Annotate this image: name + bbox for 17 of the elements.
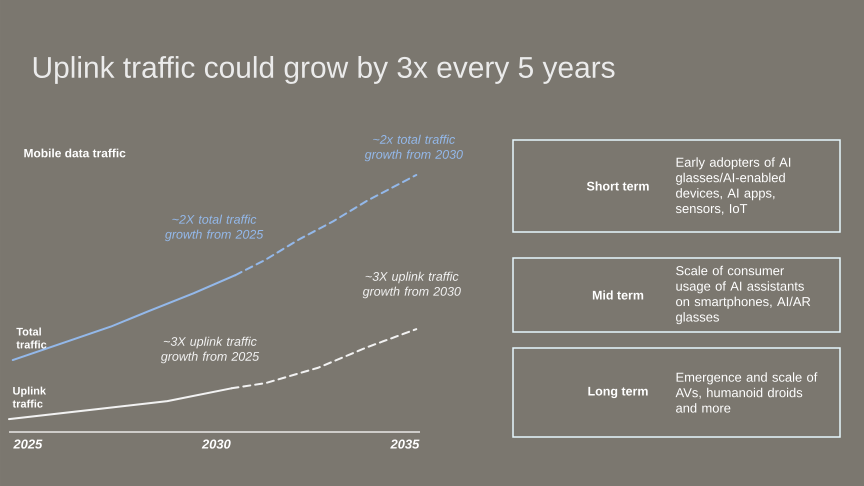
annotation: ~3X uplink traffic growth from 2030 [362, 272, 461, 298]
annotation: ~3X uplink traffic growth from 2025 [160, 336, 260, 364]
annotation: ~2X total traffic growth from 2025 [164, 214, 264, 242]
x-tick-label: 2025 [13, 440, 42, 449]
chart-subtitle: Mobile data traffic [24, 148, 126, 158]
category-label: Mid term [592, 290, 644, 300]
category-label: Short term [586, 181, 649, 191]
text: Scale of consumer usage of AI assistants on smartphones, AI/AR glasses [676, 266, 810, 324]
series-label: Total traffic [16, 328, 46, 349]
x-tick-label: 2030 [202, 440, 231, 449]
chart-title: Uplink traffic could grow by 3x every 5 years [34, 56, 615, 84]
text: ~2x total traffic growth from 2030 [364, 134, 463, 162]
series-label: Uplink traffic [12, 386, 46, 408]
text: Early adopters of AI glasses/AI-enabled devices, AI apps, sensors, IoT [676, 157, 790, 215]
category-label: Long term [588, 386, 648, 398]
text: Emergence and scale of AVs, humanoid droids and more [676, 372, 818, 413]
x-tick-label: 2035 [390, 440, 420, 449]
